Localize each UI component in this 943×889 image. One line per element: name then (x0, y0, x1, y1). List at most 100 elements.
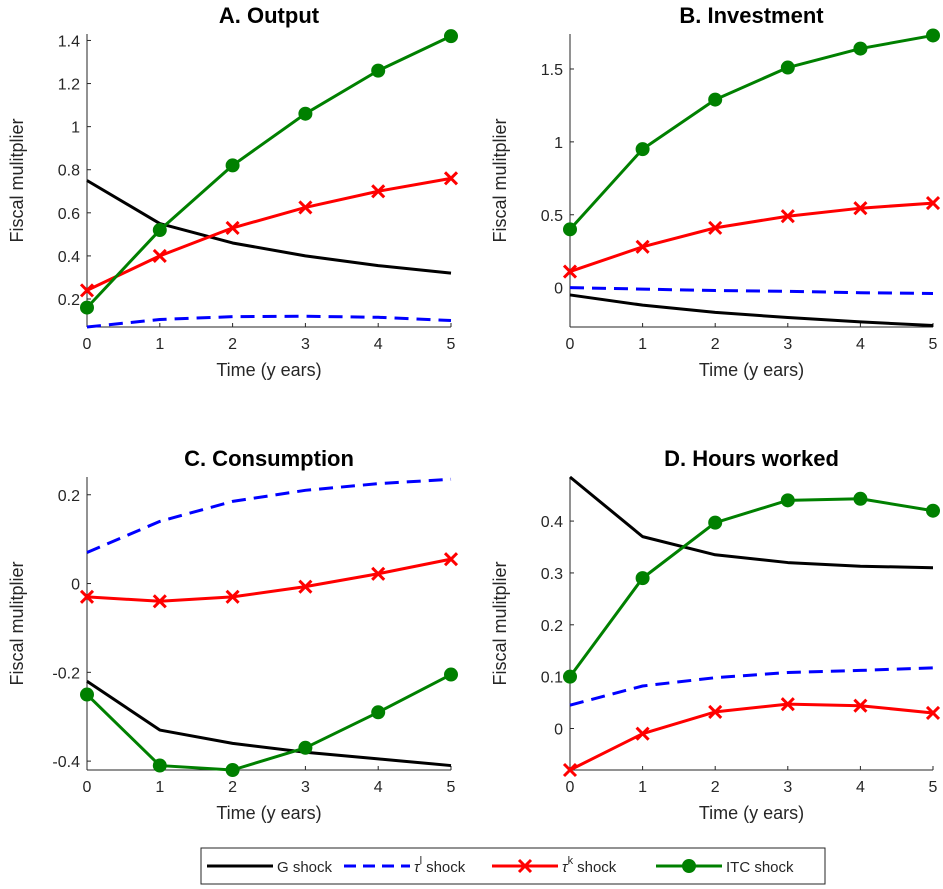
data-point (780, 697, 795, 712)
data-point (444, 667, 458, 682)
series-line-tau-l-shock (86, 314, 452, 329)
legend-superscript: l (420, 855, 422, 867)
y-tick-label: 1.4 (58, 33, 80, 50)
data-point (152, 758, 167, 773)
legend-label: ITC shock (726, 859, 794, 876)
data-point (853, 41, 868, 56)
series-line-itc-shock (568, 33, 934, 231)
y-tick-label: 0.4 (58, 249, 80, 266)
data-point (635, 239, 650, 254)
x-axis-label: Time (y ears) (699, 360, 804, 380)
x-tick-label: 1 (638, 336, 647, 353)
x-tick-label: 4 (856, 779, 865, 796)
x-axis-label: Time (y ears) (699, 803, 804, 823)
data-point (225, 763, 240, 777)
data-point (225, 158, 240, 173)
chart-panel-d: D. Hours worked 0 1 2 3 4 5 0 0.1 0.2 0.3 0.4 Time (… (490, 446, 941, 823)
series-tau-k-shock (562, 196, 941, 279)
x-tick-label: 1 (638, 779, 647, 796)
chart-title: A. Output (219, 3, 320, 28)
x-tick-label: 5 (447, 336, 456, 353)
data-point (298, 106, 313, 121)
data-point (708, 515, 723, 530)
series-line-itc-shock (85, 34, 452, 309)
x-tick-label: 1 (155, 336, 164, 353)
data-point (708, 220, 723, 235)
y-tick-label: 1.5 (541, 62, 563, 79)
chart-panel-b: B. Investment 0 1 2 3 4 5 0 0.5 1 1.5 Time (y ears)… (490, 3, 941, 380)
y-tick-label: 0.2 (58, 292, 80, 309)
legend-marker (682, 859, 696, 873)
series-tau-l-shock (86, 477, 452, 554)
x-tick-label: 0 (566, 336, 575, 353)
data-point (853, 201, 868, 216)
x-tick-label: 3 (301, 336, 310, 353)
data-point (635, 726, 650, 741)
data-point (371, 705, 386, 720)
legend-item-g-shock: G shock (207, 859, 333, 876)
data-point (371, 184, 386, 199)
series-g-shock (569, 293, 934, 328)
legend-label-text: shock (426, 859, 466, 876)
series-line-tau-l-shock (569, 666, 934, 707)
y-tick-label: 0.2 (58, 488, 80, 505)
series-tau-k-shock (79, 171, 459, 298)
y-tick-label: 0.4 (541, 514, 563, 531)
x-tick-label: 5 (929, 779, 938, 796)
series-line-tau-l-shock (86, 477, 452, 554)
x-tick-label: 5 (929, 336, 938, 353)
chart-title: D. Hours worked (664, 446, 839, 471)
legend-symbol: τ (562, 859, 569, 876)
series-line-g-shock (86, 679, 452, 768)
chart-panel-a: A. Output 0 1 2 3 4 5 0.2 0.4 0.6 0.8 1 1.2 1.4 Time (… (7, 3, 459, 380)
series-line-tau-k-shock (86, 176, 452, 292)
x-axis-label: Time (y ears) (216, 360, 321, 380)
data-point (635, 571, 650, 586)
y-tick-label: 1.2 (58, 77, 80, 94)
legend-label: τk shock (562, 855, 617, 876)
x-tick-label: 2 (228, 336, 237, 353)
data-point (371, 63, 386, 78)
data-point (152, 223, 167, 238)
series-g-shock (569, 475, 934, 570)
legend-label: τl shock (414, 855, 466, 876)
series-tau-l-shock (569, 286, 934, 295)
x-tick-label: 3 (301, 779, 310, 796)
y-tick-label: 0.2 (541, 618, 563, 635)
legend-item-tau-k-shock: τk shock (492, 855, 617, 876)
data-point (780, 60, 795, 75)
data-point (925, 196, 941, 211)
data-point (80, 687, 94, 702)
chart-title: B. Investment (679, 3, 824, 28)
series-line-tau-k-shock (569, 702, 934, 772)
x-tick-label: 4 (374, 336, 383, 353)
y-tick-label: 0.5 (541, 208, 563, 225)
data-point (80, 300, 94, 315)
data-point (780, 493, 795, 508)
data-point (926, 503, 940, 518)
data-point (563, 222, 577, 237)
series-itc-shock (80, 29, 458, 315)
data-point (371, 566, 386, 581)
chart-title: C. Consumption (184, 446, 354, 471)
y-tick-label: 0 (554, 722, 563, 739)
series-line-itc-shock (85, 673, 452, 772)
data-point (926, 28, 940, 43)
legend-marker (517, 858, 533, 874)
data-point (79, 589, 95, 604)
series-line-g-shock (569, 475, 934, 570)
data-point (853, 698, 868, 713)
series-itc-shock (563, 491, 940, 684)
legend-label: G shock (277, 859, 333, 876)
x-tick-label: 4 (856, 336, 865, 353)
data-point (298, 200, 313, 215)
x-axis-label: Time (y ears) (216, 803, 321, 823)
x-tick-label: 0 (83, 779, 92, 796)
series-g-shock (86, 679, 452, 768)
legend-symbol: τ (414, 859, 421, 876)
data-point (443, 171, 459, 186)
data-point (152, 248, 167, 263)
series-line-itc-shock (568, 497, 934, 678)
data-point (562, 264, 578, 279)
y-axis-label: Fiscal mulitplier (7, 561, 27, 685)
